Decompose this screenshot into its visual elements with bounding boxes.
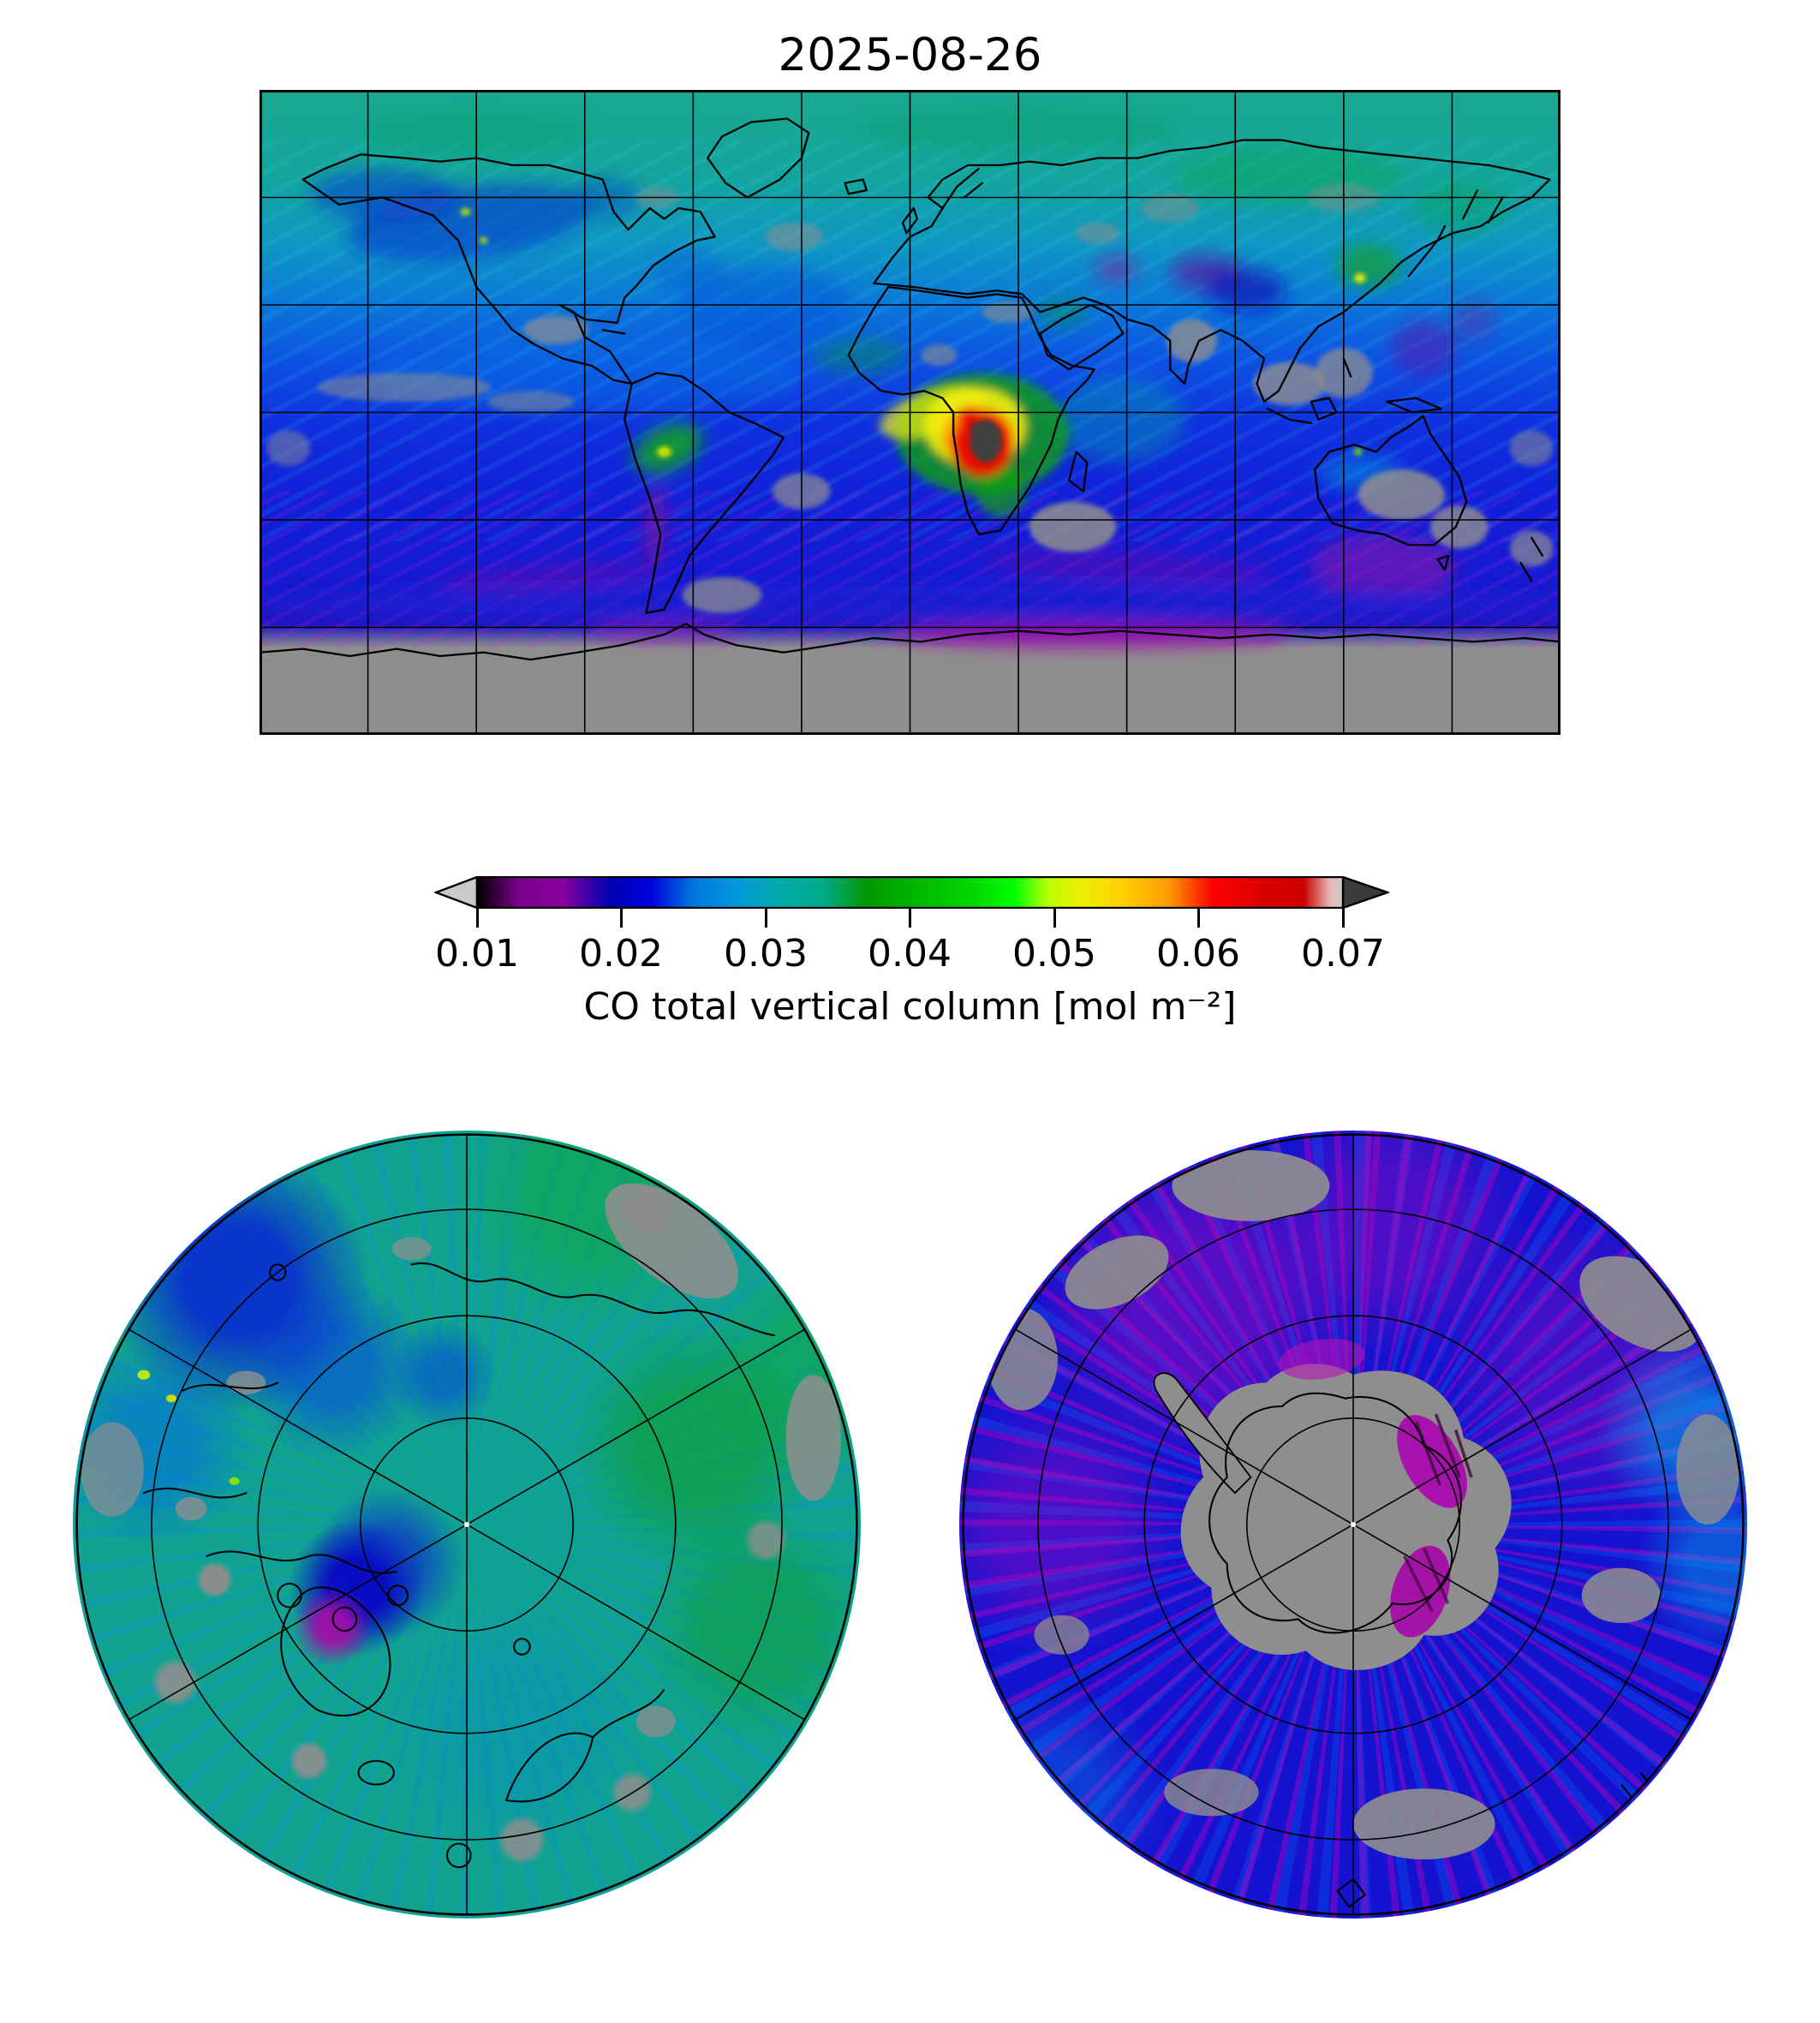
- colorbar-under-arrow: [434, 876, 479, 909]
- north-pole-dot: [464, 1522, 469, 1527]
- south-polar-overlay: [962, 1133, 1745, 1916]
- colorbar-tick-label: 0.07: [1301, 932, 1385, 976]
- colorbar-tick: [765, 909, 767, 928]
- south-boundary: [962, 1133, 1745, 1916]
- no-data-cloud-gaps: [266, 182, 1554, 613]
- colorbar-tick-label: 0.04: [868, 932, 952, 976]
- colorbar-over-arrow: [1341, 876, 1389, 909]
- antarctic-peninsula: [1153, 1372, 1252, 1495]
- south-pole-dot: [1351, 1522, 1356, 1527]
- colorbar: [434, 876, 1389, 909]
- colorbar-gradient: [475, 876, 1345, 909]
- colorbar-tick-label: 0.06: [1156, 932, 1240, 976]
- colorbar-tick: [1053, 909, 1056, 928]
- colorbar-label: CO total vertical column [mol m⁻²]: [583, 985, 1237, 1029]
- antarctica-coastline: [1208, 1392, 1462, 1634]
- colorbar-tick-label: 0.02: [579, 932, 663, 976]
- colorbar-tick-label: 0.01: [435, 932, 519, 976]
- figure-title: 2025-08-26: [778, 29, 1042, 81]
- north-coastlines: [142, 1262, 775, 1869]
- north-boundary: [75, 1133, 858, 1916]
- south-no-data-patches: [987, 1150, 1739, 1859]
- colorbar-tick: [1342, 909, 1345, 928]
- colorbar-tick: [476, 909, 479, 928]
- north-polar-overlay: [75, 1133, 858, 1916]
- graticule: [260, 90, 1560, 735]
- antarctica-no-data: [1180, 1364, 1512, 1670]
- colorbar-tick-label: 0.03: [724, 932, 808, 976]
- over-range-core: [970, 419, 1003, 463]
- map-border: [260, 90, 1560, 735]
- north-polar-panel: [73, 1131, 861, 1919]
- south-graticule: [1015, 1134, 1692, 1915]
- colorbar-tick: [1197, 909, 1200, 928]
- colorbar-tick: [909, 909, 911, 928]
- fire-specks: [460, 207, 1366, 457]
- colorbar-tick: [620, 909, 623, 928]
- global-map-panel: [260, 90, 1560, 735]
- colorbar-tick-label: 0.05: [1012, 932, 1096, 976]
- global-map: [260, 90, 1560, 735]
- north-fire-specks: [137, 1370, 240, 1485]
- south-polar-panel: [959, 1131, 1747, 1919]
- north-no-data-patches: [81, 1183, 841, 1738]
